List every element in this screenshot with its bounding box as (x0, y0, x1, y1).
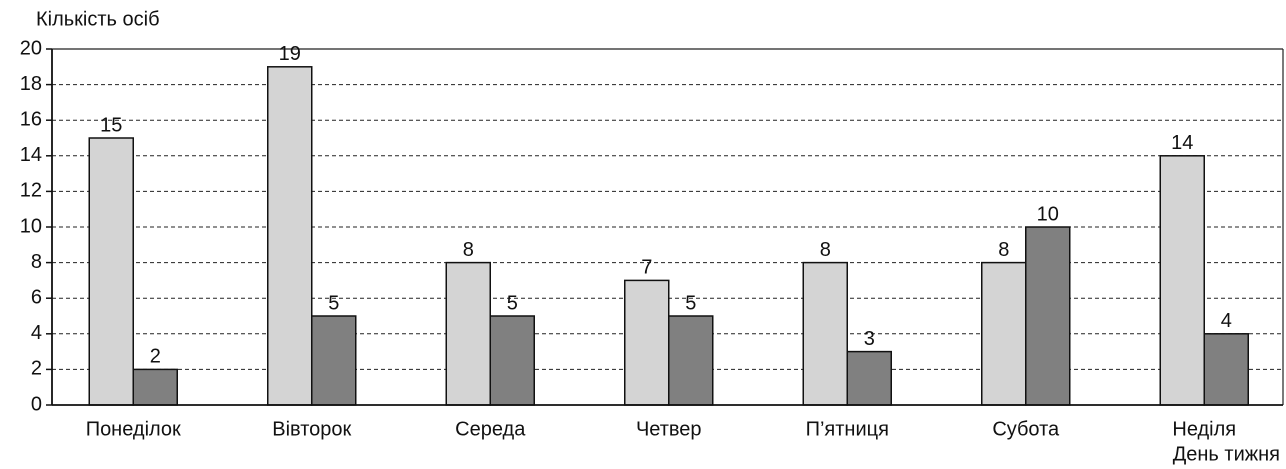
data-label: 3 (864, 328, 875, 350)
data-label: 15 (100, 114, 122, 136)
y-tick-label: 8 (31, 251, 42, 273)
bar (668, 315, 714, 406)
data-label: 8 (463, 239, 474, 261)
y-tick-label: 16 (20, 108, 42, 130)
data-label: 2 (150, 346, 161, 368)
bar (311, 315, 357, 406)
x-tick-label: Неділя (1172, 418, 1236, 440)
data-label: 8 (998, 239, 1009, 261)
bar (445, 261, 491, 406)
x-tick-label: Четвер (636, 418, 702, 440)
data-label: 5 (507, 292, 518, 314)
bar (88, 137, 134, 406)
y-tick-label: 20 (20, 37, 42, 59)
data-label: 5 (685, 292, 696, 314)
y-tick-label: 6 (31, 286, 42, 308)
y-tick-label: 14 (20, 144, 42, 166)
y-axis-label: Кількість осіб (36, 8, 160, 30)
bar (846, 350, 892, 406)
x-tick-label: Вівторок (272, 418, 351, 440)
x-tick-label: Субота (992, 418, 1060, 440)
x-tick-label: П’ятниця (806, 418, 889, 440)
bar (981, 261, 1027, 406)
x-tick-label: Середа (455, 418, 526, 440)
data-label: 19 (279, 43, 301, 65)
bar (624, 279, 670, 406)
data-label: 7 (641, 257, 652, 279)
bar (1159, 155, 1205, 406)
y-tick-label: 18 (20, 73, 42, 95)
y-tick-label: 0 (31, 393, 42, 415)
y-tick-label: 4 (31, 322, 42, 344)
bar (1025, 226, 1071, 406)
y-tick-label: 2 (31, 358, 42, 380)
bar (489, 315, 535, 406)
data-label: 10 (1037, 203, 1059, 225)
bar (267, 66, 313, 406)
bar (1203, 333, 1249, 406)
x-axis-label: День тижня (1173, 443, 1280, 465)
bar (802, 261, 848, 406)
data-label: 4 (1221, 310, 1232, 332)
y-tick-label: 12 (20, 180, 42, 202)
x-tick-label: Понеділок (86, 418, 181, 440)
y-tick-label: 10 (20, 215, 42, 237)
data-label: 5 (328, 292, 339, 314)
data-label: 8 (820, 239, 831, 261)
data-label: 14 (1171, 132, 1193, 154)
bar (132, 368, 178, 406)
